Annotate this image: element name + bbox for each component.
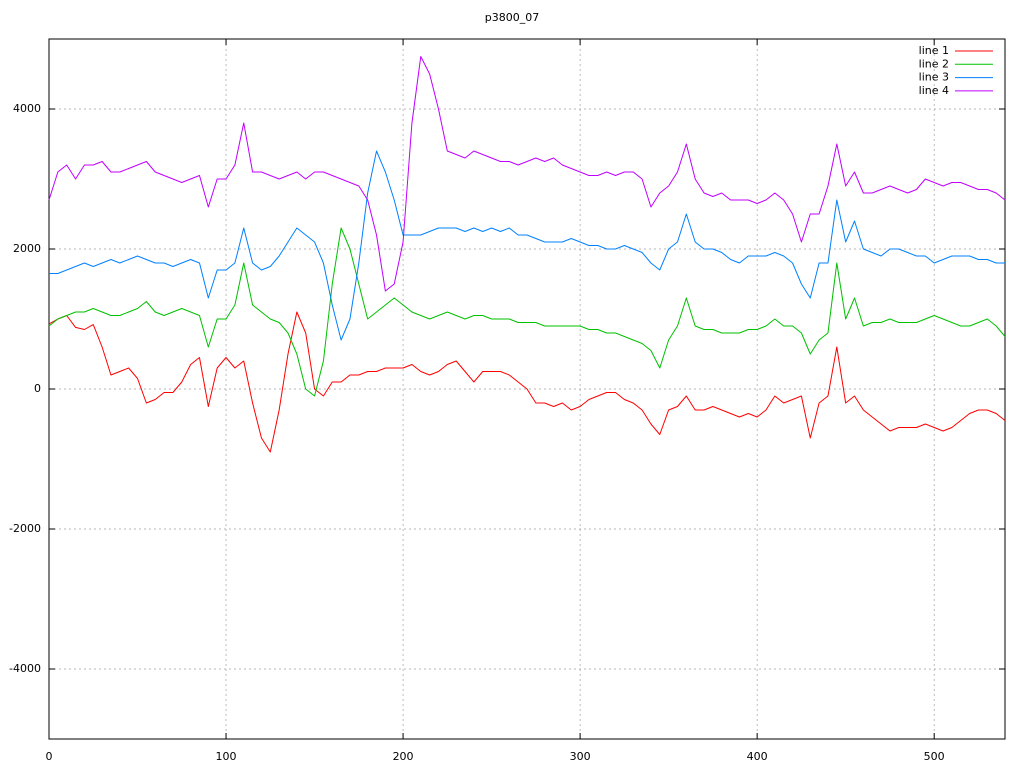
legend-label: line 1 [919,44,949,57]
legend-label: line 2 [919,57,949,70]
y-tick-label: -2000 [9,522,41,535]
x-tick-label: 0 [46,750,53,763]
legend-label: line 4 [919,84,949,97]
x-tick-label: 100 [216,750,237,763]
x-tick-label: 400 [747,750,768,763]
y-tick-label: 4000 [13,102,41,115]
y-tick-label: -4000 [9,662,41,675]
x-tick-label: 200 [393,750,414,763]
y-tick-label: 2000 [13,242,41,255]
series-line [48,56,1006,292]
series-line [48,227,1006,397]
chart-title: p3800_07 [485,11,539,24]
series-line [49,150,1005,341]
series-line [48,311,1006,453]
x-tick-label: 500 [924,750,945,763]
y-tick-label: 0 [34,382,41,395]
legend-label: line 3 [919,71,949,84]
x-tick-label: 300 [570,750,591,763]
plot-border [48,38,1006,740]
